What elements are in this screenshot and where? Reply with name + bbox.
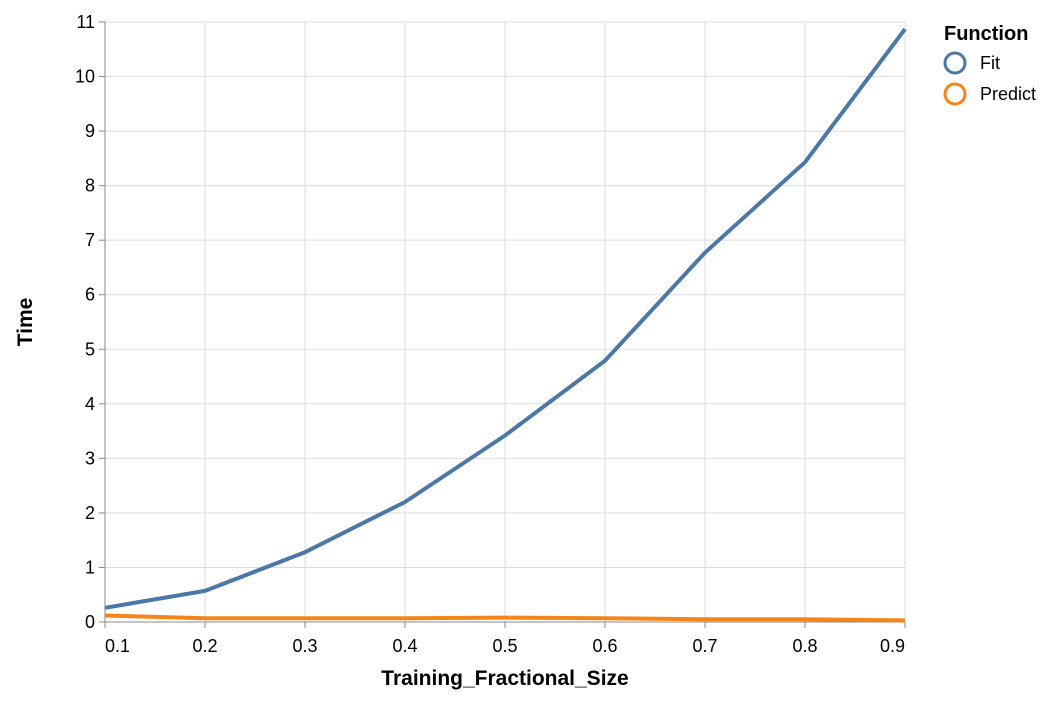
legend-label-fit: Fit bbox=[980, 53, 1000, 73]
y-tick-label: 6 bbox=[85, 285, 95, 305]
y-tick-label: 10 bbox=[75, 67, 95, 87]
legend: Function Fit Predict bbox=[943, 23, 1036, 106]
y-tick-label: 9 bbox=[85, 121, 95, 141]
x-axis-title: Training_Fractional_Size bbox=[381, 667, 628, 690]
x-tick-label: 0.3 bbox=[292, 636, 317, 656]
legend-label-predict: Predict bbox=[980, 84, 1036, 104]
tick-labels: 0.1 0.2 0.3 0.4 0.5 0.6 0.7 0.8 0.9 0 1 2 3 4 5 6 7 8 9 10 1… bbox=[75, 12, 905, 656]
x-tick-label: 0.2 bbox=[192, 636, 217, 656]
y-tick-label: 8 bbox=[85, 176, 95, 196]
legend-symbol-predict bbox=[943, 82, 967, 106]
grid bbox=[104, 21, 906, 623]
legend-items: Fit Predict bbox=[943, 51, 1036, 106]
series bbox=[104, 27, 907, 623]
series-line-predict bbox=[104, 613, 906, 623]
series-line-fit bbox=[104, 27, 907, 610]
x-tick-label: 0.8 bbox=[792, 636, 817, 656]
y-tick-label: 3 bbox=[85, 448, 95, 468]
y-tick-label: 1 bbox=[85, 557, 95, 577]
y-tick-label: 4 bbox=[85, 394, 95, 414]
x-tick-label: 0.7 bbox=[692, 636, 717, 656]
legend-title: Function bbox=[944, 23, 1028, 45]
y-tick-label: 7 bbox=[85, 230, 95, 250]
x-tick-label: 0.1 bbox=[105, 636, 130, 656]
legend-symbol-fit bbox=[943, 51, 967, 75]
y-axis-title: Time bbox=[14, 298, 37, 347]
x-tick-label: 0.5 bbox=[492, 636, 517, 656]
x-tick-label: 0.6 bbox=[592, 636, 617, 656]
y-tick-label: 11 bbox=[76, 12, 95, 32]
axes bbox=[99, 21, 906, 628]
y-tick-label: 0 bbox=[85, 612, 95, 632]
y-tick-label: 5 bbox=[85, 339, 95, 359]
x-tick-label: 0.4 bbox=[392, 636, 417, 656]
x-tick-label: 0.9 bbox=[880, 636, 905, 656]
y-tick-label: 2 bbox=[85, 503, 95, 523]
